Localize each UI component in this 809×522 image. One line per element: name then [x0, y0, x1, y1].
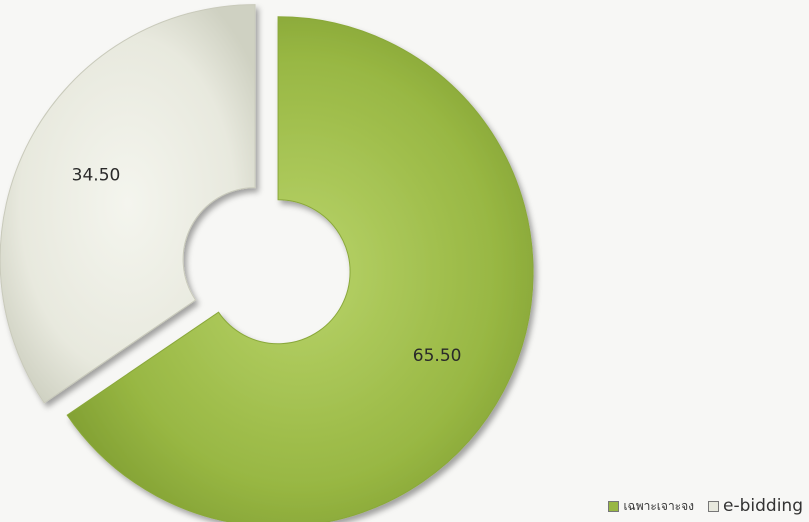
- legend-swatch-e-bidding: [708, 500, 720, 512]
- donut-slice-0: [66, 16, 534, 522]
- slice-value-label-0: 65.50: [413, 346, 462, 366]
- slice-value-label-1: 34.50: [72, 165, 121, 185]
- legend-label-e-bidding: e-bidding: [723, 496, 803, 516]
- donut-slice-1: [0, 4, 256, 404]
- legend-item-e-bidding: e-bidding: [708, 496, 803, 516]
- legend: เฉพาะเจาะจง e-bidding: [608, 496, 803, 516]
- legend-item-specific: เฉพาะเจาะจง: [608, 497, 694, 516]
- legend-label-specific: เฉพาะเจาะจง: [623, 498, 695, 513]
- legend-swatch-specific: [608, 500, 620, 512]
